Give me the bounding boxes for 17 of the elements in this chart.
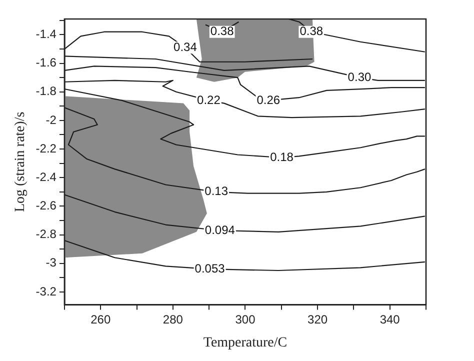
y-tick-label: -2.8 xyxy=(36,227,57,242)
y-tick-label: -2.6 xyxy=(36,198,57,213)
y-tick-label: -3 xyxy=(46,256,57,270)
x-tick-label: 300 xyxy=(235,312,256,326)
y-axis-title: Log (strain rate)/s xyxy=(13,112,28,212)
y-tick-label: -2 xyxy=(46,112,57,127)
x-tick-label: 340 xyxy=(380,312,400,326)
y-tick-label: -2.2 xyxy=(36,141,57,156)
x-tick-label: 260 xyxy=(90,312,111,326)
x-tick-label: 280 xyxy=(162,312,184,326)
y-tick-label: -1.6 xyxy=(36,56,57,70)
x-axis-title: Temperature/C xyxy=(203,335,288,350)
y-tick-label: -1.4 xyxy=(36,27,57,42)
y-tick-label: -3.2 xyxy=(36,284,57,298)
y-tick-label: -2.4 xyxy=(36,170,57,184)
x-tick-label: 320 xyxy=(308,312,328,326)
y-tick-label: -1.8 xyxy=(36,84,57,98)
